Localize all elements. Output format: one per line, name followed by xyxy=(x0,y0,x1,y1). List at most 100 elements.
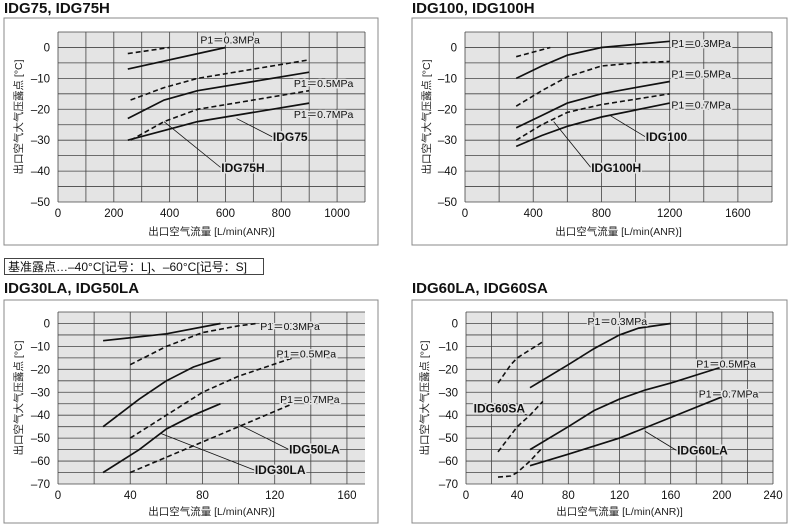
leader-line xyxy=(644,430,678,452)
pressure-label: P1＝0.3MPa xyxy=(260,321,320,333)
series-line-idg60sa-p1-0-7mpa xyxy=(497,446,544,478)
x-tick-label: 0 xyxy=(55,490,61,502)
pressure-label: P1＝0.7MPa xyxy=(671,100,731,112)
y-tick-label: –10 xyxy=(438,73,457,85)
y-tick-label: –50 xyxy=(438,197,457,209)
x-tick-label: 0 xyxy=(463,490,469,502)
plot-area xyxy=(465,32,772,202)
x-axis-label: 出口空气流量 [L/min(ANR)] xyxy=(555,225,682,238)
chart-2: 0 400 800 1200 1600 0 –10 –20 –30 –40 –50 出口空气流量 [L… xyxy=(411,17,788,246)
leader-line xyxy=(238,424,290,450)
y-tick-label: –10 xyxy=(439,341,458,353)
x-tick-label: 0 xyxy=(462,208,468,220)
x-axis-label: 出口空气流量 [L/min(ANR)] xyxy=(148,225,275,238)
y-tick-label: –70 xyxy=(439,479,458,491)
x-axis-label: 出口空气流量 [L/min(ANR)] xyxy=(148,505,275,518)
chart-title-idg75: IDG75, IDG75H xyxy=(4,0,110,17)
x-tick-label: 400 xyxy=(160,208,179,220)
series-line-idg75h-p1-0-3mpa xyxy=(127,46,170,55)
x-tick-label: 200 xyxy=(712,490,731,502)
x-tick-label: 80 xyxy=(196,490,209,502)
pressure-label: P1＝0.5MPa xyxy=(277,348,337,360)
y-tick-label: –40 xyxy=(439,410,458,422)
x-tick-label: 800 xyxy=(272,208,291,220)
x-tick-label: 0 xyxy=(55,208,61,220)
series-line-idg100h-p1-0-7mpa xyxy=(515,93,670,141)
y-tick-label: 0 xyxy=(452,318,458,330)
chart-title-idg30la: IDG30LA, IDG50LA xyxy=(4,280,140,297)
y-axis-label: 出口空气大气压露点 [°C] xyxy=(418,340,431,455)
leader-line xyxy=(609,115,646,138)
y-tick-label: –50 xyxy=(31,197,50,209)
series-line-idg60la-p1-0-3mpa xyxy=(529,322,671,389)
x-tick-label: 120 xyxy=(610,490,629,502)
x-tick-label: 200 xyxy=(104,208,123,220)
pressure-label: P1＝0.5MPa xyxy=(294,78,354,90)
y-tick-label: 0 xyxy=(451,42,457,54)
y-tick-label: –20 xyxy=(31,364,50,376)
y-tick-label: –30 xyxy=(31,387,50,399)
series-line-idg100-p1-0-3mpa xyxy=(515,40,670,80)
y-tick-label: –60 xyxy=(31,456,50,468)
chart-title-idg100: IDG100, IDG100H xyxy=(412,0,535,17)
model-label: IDG75H xyxy=(221,161,264,175)
model-label: IDG60LA xyxy=(677,444,728,458)
series-line-idg100h-p1-0-5mpa xyxy=(515,60,670,107)
pressure-label: P1＝0.5MPa xyxy=(671,69,731,81)
x-tick-label: 120 xyxy=(265,490,284,502)
y-tick-label: –10 xyxy=(31,73,50,85)
y-axis-label: 出口空气大气压露点 [°C] xyxy=(12,340,25,455)
y-tick-label: –40 xyxy=(31,410,50,422)
x-tick-label: 240 xyxy=(763,490,782,502)
series-line-idg100-p1-0-7mpa xyxy=(515,102,670,148)
x-tick-label: 160 xyxy=(337,490,356,502)
model-label: IDG100H xyxy=(591,161,641,175)
x-tick-label: 40 xyxy=(511,490,524,502)
chart-3: 0 40 80 120 160 0 –10 –20 –30 –40 –50 –60 –70 出口空气流量 … xyxy=(3,299,379,524)
series-line-idg50la-p1-0-7mpa xyxy=(129,402,294,474)
y-tick-label: –50 xyxy=(31,433,50,445)
leader-line xyxy=(236,118,274,138)
series-line-idg50la-p1-0-5mpa xyxy=(129,357,294,439)
x-tick-label: 800 xyxy=(592,208,611,220)
leader-line xyxy=(163,121,222,169)
y-tick-label: –30 xyxy=(439,387,458,399)
y-tick-label: –60 xyxy=(439,456,458,468)
y-tick-label: –20 xyxy=(31,104,50,116)
y-axis-label: 出口空气大气压露点 [°C] xyxy=(12,59,25,174)
model-label: IDG75 xyxy=(273,130,308,144)
x-tick-label: 80 xyxy=(562,490,575,502)
model-label: IDG30LA xyxy=(255,463,306,477)
series-line-idg60la-p1-0-7mpa xyxy=(529,396,723,467)
series-line-idg30la-p1-0-5mpa xyxy=(102,357,221,428)
x-tick-label: 160 xyxy=(661,490,680,502)
x-tick-label: 1200 xyxy=(657,208,683,220)
series-line-idg60sa-p1-0-5mpa xyxy=(497,400,544,453)
y-tick-label: –10 xyxy=(31,341,50,353)
y-tick-label: 0 xyxy=(44,318,50,330)
series-line-idg30la-p1-0-3mpa xyxy=(103,322,221,342)
y-tick-label: –70 xyxy=(31,479,50,491)
series-line-idg50la-p1-0-3mpa xyxy=(129,322,257,366)
series-line-idg100h-p1-0-3mpa xyxy=(515,46,551,58)
model-label: IDG50LA xyxy=(289,443,340,457)
chart-4: 0 40 80 120 160 200 240 0 –10 –20 –30 –40 –50 –60 –70 出… xyxy=(411,299,788,524)
series-line-idg75h-p1-0-7mpa xyxy=(130,89,310,141)
x-tick-label: 40 xyxy=(124,490,137,502)
y-tick-label: –40 xyxy=(438,166,457,178)
y-tick-label: –20 xyxy=(438,104,457,116)
pressure-label: P1＝0.3MPa xyxy=(671,38,731,50)
chart-title-idg60la: IDG60LA, IDG60SA xyxy=(412,280,548,297)
x-tick-label: 1600 xyxy=(725,208,751,220)
series-line-idg75-p1-0-7mpa xyxy=(127,102,310,142)
reference-dew-point-note: 基准露点…–40°C[记号：L]、–60°C[记号：S] xyxy=(4,258,264,275)
y-tick-label: –30 xyxy=(31,135,50,147)
series-line-idg60sa-p1-0-3mpa xyxy=(497,341,544,384)
x-tick-label: 1000 xyxy=(324,208,350,220)
series-line-idg75-p1-0-3mpa xyxy=(127,46,226,70)
leader-line xyxy=(160,433,255,471)
model-label: IDG60SA xyxy=(474,401,526,415)
pressure-label: P1＝0.3MPa xyxy=(200,35,260,47)
series-line-idg75h-p1-0-5mpa xyxy=(130,59,310,101)
